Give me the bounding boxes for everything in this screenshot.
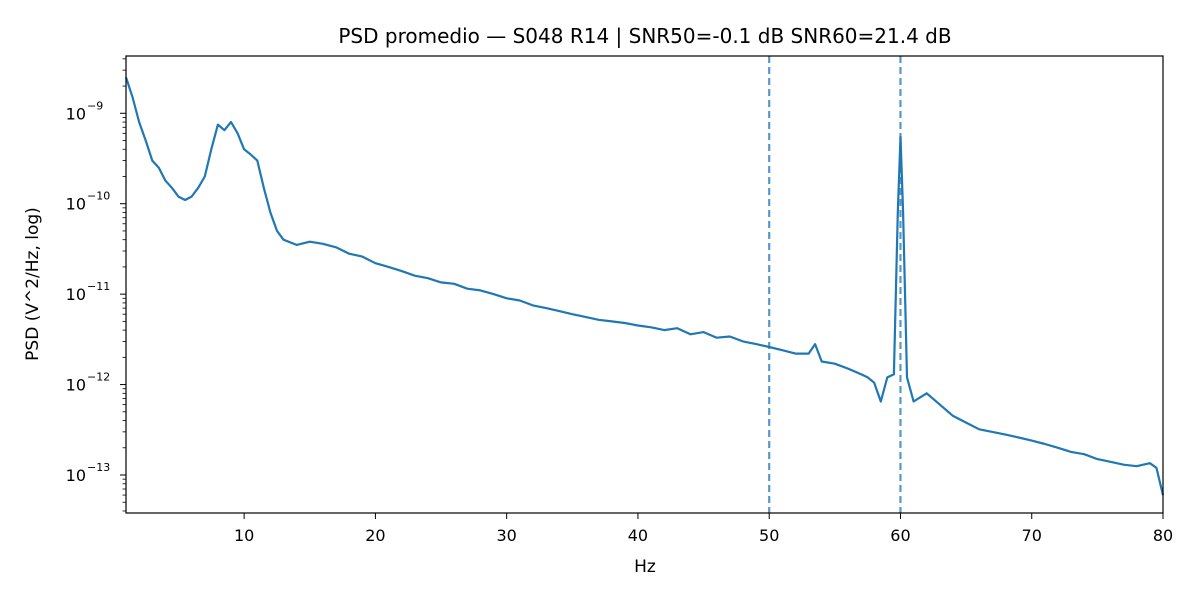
y-tick-label: 10: [66, 376, 86, 395]
y-tick-exponent: −13: [87, 461, 110, 474]
y-tick-exponent: −9: [87, 99, 103, 112]
y-tick-label: 10: [66, 285, 86, 304]
x-axis-label: Hz: [634, 557, 656, 577]
x-tick-label: 20: [365, 526, 385, 545]
x-tick-label: 70: [1022, 526, 1042, 545]
x-tick-label: 30: [496, 526, 516, 545]
y-tick-label: 10: [66, 195, 86, 214]
x-tick-label: 80: [1153, 526, 1173, 545]
y-tick-label: 10: [66, 466, 86, 485]
series-layer: [124, 76, 1165, 496]
y-tick-exponent: −10: [87, 190, 110, 203]
y-tick-exponent: −11: [87, 280, 110, 293]
x-tick-label: 10: [234, 526, 254, 545]
y-axis-label: PSD (V^2/Hz, log): [23, 207, 43, 361]
reference-lines: [768, 56, 902, 513]
x-tick-label: 60: [890, 526, 910, 545]
y-tick-label: 10: [66, 104, 86, 123]
series-line-0: [124, 76, 1165, 496]
y-tick-exponent: −12: [87, 371, 110, 384]
x-tick-label: 40: [628, 526, 648, 545]
x-tick-label: 50: [759, 526, 779, 545]
chart-title: PSD promedio — S048 R14 | SNR50=-0.1 dB …: [338, 24, 951, 48]
x-axis: 10 20 30 40 50 60 70 80: [234, 513, 1173, 545]
plot-area-frame: [125, 55, 1164, 514]
